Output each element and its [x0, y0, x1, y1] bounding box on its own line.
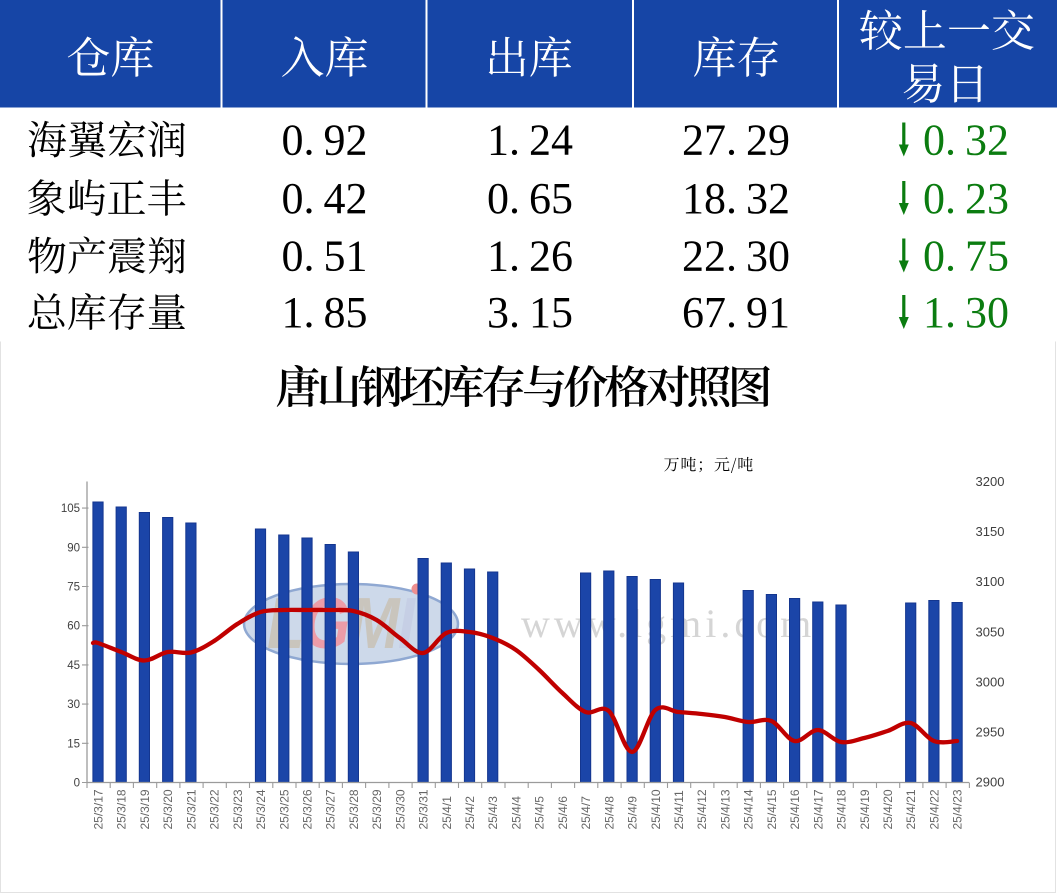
svg-text:25/4/12: 25/4/12 [695, 789, 709, 829]
svg-text:25/4/7: 25/4/7 [579, 796, 593, 830]
svg-text:3150: 3150 [976, 524, 1005, 539]
svg-text:25/3/23: 25/3/23 [231, 789, 245, 829]
svg-text:25/4/16: 25/4/16 [788, 789, 802, 829]
svg-text:3100: 3100 [976, 574, 1005, 589]
svg-text:25/3/30: 25/3/30 [393, 789, 407, 829]
svg-text:90: 90 [67, 542, 80, 554]
svg-text:25/4/5: 25/4/5 [533, 796, 547, 830]
svg-text:105: 105 [61, 503, 80, 515]
svg-text:60: 60 [67, 621, 80, 633]
svg-text:25/4/19: 25/4/19 [858, 789, 872, 829]
svg-text:0.42: 0. 42 [282, 174, 368, 223]
svg-text:30: 30 [67, 699, 80, 711]
svg-text:0.32: 0. 32 [923, 115, 1009, 164]
svg-text:25/4/9: 25/4/9 [626, 796, 640, 830]
svg-text:25/4/22: 25/4/22 [927, 789, 941, 829]
svg-text:25/3/31: 25/3/31 [417, 789, 431, 829]
svg-text:25/4/2: 25/4/2 [463, 796, 477, 830]
svg-text:0.51: 0. 51 [282, 231, 368, 280]
svg-text:22.30: 22. 30 [682, 231, 790, 280]
svg-text:www.lgmi.com: www.lgmi.com [521, 601, 815, 646]
svg-text:27.29: 27. 29 [682, 115, 790, 164]
svg-text:25/3/17: 25/3/17 [92, 789, 106, 829]
svg-text:1.30: 1. 30 [923, 288, 1009, 337]
svg-text:1.85: 1. 85 [282, 288, 368, 337]
svg-text:25/3/29: 25/3/29 [370, 789, 384, 829]
svg-text:25/3/25: 25/3/25 [277, 789, 291, 829]
svg-text:1.24: 1. 24 [487, 115, 573, 164]
svg-text:25/3/27: 25/3/27 [324, 789, 338, 829]
svg-text:2900: 2900 [976, 775, 1005, 790]
svg-text:25/3/21: 25/3/21 [184, 789, 198, 829]
svg-text:3.15: 3. 15 [487, 288, 573, 337]
svg-text:25/4/15: 25/4/15 [765, 789, 779, 829]
svg-text:0.65: 0. 65 [487, 174, 573, 223]
svg-text:25/3/20: 25/3/20 [161, 789, 175, 829]
svg-text:25/4/10: 25/4/10 [649, 789, 663, 829]
svg-text:25/4/23: 25/4/23 [951, 789, 965, 829]
svg-text:25/4/4: 25/4/4 [510, 796, 524, 830]
svg-text:67.91: 67. 91 [682, 288, 790, 337]
svg-text:25/4/21: 25/4/21 [904, 789, 918, 829]
svg-text:25/4/8: 25/4/8 [602, 796, 616, 830]
svg-text:25/4/20: 25/4/20 [881, 789, 895, 829]
svg-text:25/3/28: 25/3/28 [347, 789, 361, 829]
svg-text:25/3/18: 25/3/18 [115, 789, 129, 829]
svg-text:25/3/26: 25/3/26 [301, 789, 315, 829]
svg-text:0.23: 0. 23 [923, 174, 1009, 223]
svg-text:0.92: 0. 92 [282, 115, 368, 164]
svg-text:25/3/24: 25/3/24 [254, 789, 268, 829]
svg-text:75: 75 [67, 582, 80, 594]
svg-text:25/4/17: 25/4/17 [811, 789, 825, 829]
svg-text:3200: 3200 [976, 474, 1005, 489]
svg-text:15: 15 [67, 738, 80, 750]
svg-text:25/4/14: 25/4/14 [742, 789, 756, 829]
svg-text:2950: 2950 [976, 724, 1005, 739]
svg-text:3000: 3000 [976, 674, 1005, 689]
svg-text:45: 45 [67, 660, 80, 672]
svg-text:25/4/11: 25/4/11 [672, 790, 686, 829]
svg-text:25/4/18: 25/4/18 [835, 789, 849, 829]
svg-text:25/4/6: 25/4/6 [556, 796, 570, 830]
svg-text:0: 0 [74, 778, 80, 790]
svg-text:25/3/22: 25/3/22 [208, 789, 222, 829]
svg-text:1.26: 1. 26 [487, 231, 573, 280]
svg-text:25/4/13: 25/4/13 [718, 789, 732, 829]
svg-text:25/4/3: 25/4/3 [486, 796, 500, 830]
svg-text:25/4/1: 25/4/1 [440, 796, 454, 830]
svg-text:18.32: 18. 32 [682, 174, 790, 223]
svg-text:0.75: 0. 75 [923, 231, 1009, 280]
svg-text:3050: 3050 [976, 624, 1005, 639]
svg-text:25/3/19: 25/3/19 [138, 789, 152, 829]
